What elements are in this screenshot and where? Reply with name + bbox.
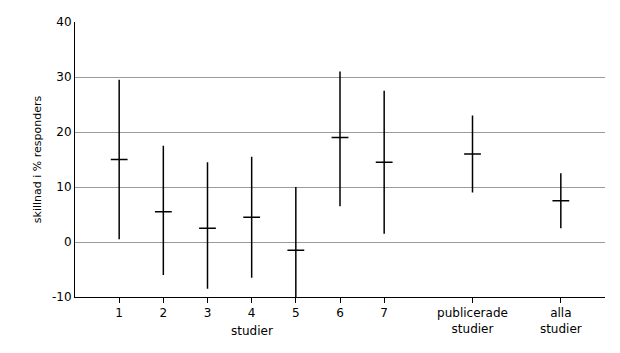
svg-text:5: 5 [292, 306, 300, 320]
svg-text:10: 10 [56, 180, 71, 194]
svg-text:0: 0 [64, 235, 72, 249]
svg-text:30: 30 [56, 70, 71, 84]
svg-text:40: 40 [56, 15, 71, 29]
svg-text:1: 1 [115, 306, 123, 320]
svg-text:-10: -10 [52, 290, 72, 304]
svg-text:publiceradestudier: publiceradestudier [437, 306, 508, 336]
svg-text:2: 2 [160, 306, 168, 320]
svg-text:studier: studier [231, 324, 273, 338]
svg-text:4: 4 [248, 306, 256, 320]
svg-text:7: 7 [380, 306, 388, 320]
svg-text:20: 20 [56, 125, 71, 139]
svg-text:allastudier: allastudier [540, 306, 582, 336]
svg-text:6: 6 [336, 306, 344, 320]
svg-text:3: 3 [204, 306, 212, 320]
svg-text:skillnad i % responders: skillnad i % responders [31, 96, 44, 224]
